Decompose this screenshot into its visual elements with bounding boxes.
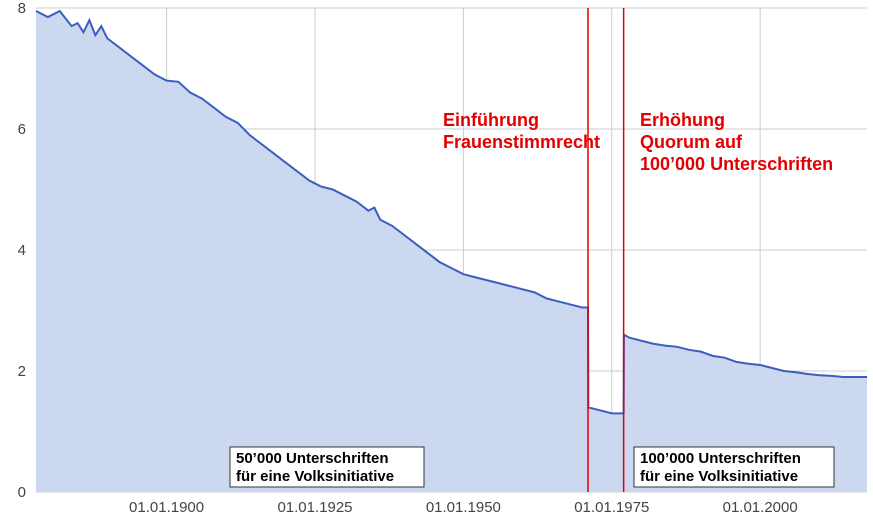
- info-box-text-0: 50’000 Unterschriften: [236, 450, 389, 467]
- area-chart: 0 2 4 6 8 01.01.1900 01.01.1925 01.01.1950 01.01…: [0, 0, 873, 525]
- y-tick-label: 8: [18, 0, 26, 17]
- info-box-text-1: 100’000 Unterschriften: [640, 450, 801, 467]
- annotation-red-1: Erhöhung: [640, 110, 725, 130]
- annotation-red-0: Einführung: [443, 110, 539, 130]
- x-tick-label: 01.01.1925: [277, 499, 352, 516]
- info-box-text-0: für eine Volksinitiative: [236, 468, 394, 485]
- x-tick-label: 01.01.2000: [723, 499, 798, 516]
- y-tick-label: 2: [18, 363, 26, 380]
- info-box-text-1: für eine Volksinitiative: [640, 468, 798, 485]
- annotation-red-1: 100’000 Unterschriften: [640, 154, 833, 174]
- y-tick-label: 6: [18, 121, 26, 138]
- y-tick-label: 4: [18, 242, 26, 259]
- x-tick-label: 01.01.1975: [574, 499, 649, 516]
- x-tick-label: 01.01.1900: [129, 499, 204, 516]
- annotation-red-1: Quorum auf: [640, 132, 743, 152]
- annotation-red-0: Frauenstimmrecht: [443, 132, 600, 152]
- chart-svg: 0 2 4 6 8 01.01.1900 01.01.1925 01.01.1950 01.01…: [0, 0, 873, 525]
- x-tick-label: 01.01.1950: [426, 499, 501, 516]
- y-tick-label: 0: [18, 484, 26, 501]
